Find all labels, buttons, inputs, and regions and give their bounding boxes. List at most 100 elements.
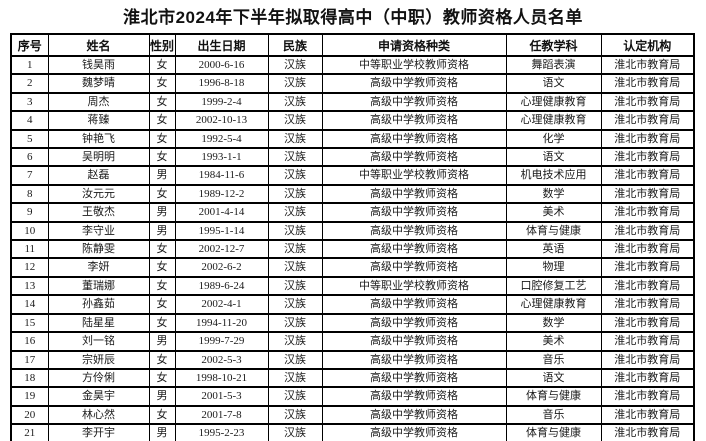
table-row: 11 陈静雯女 2002-12-7 汉族 高级中学教师资格 英语 淮北市教育局 <box>10 239 695 260</box>
table-cell: 女 <box>148 294 176 315</box>
column-header: 出生日期 <box>174 33 269 57</box>
table-cell: 女 <box>148 349 176 370</box>
table-row: 20 林心然女 2001-7-8 汉族 高级中学教师资格 音乐 淮北市教育局 <box>10 404 695 426</box>
table-cell: 男 <box>148 220 176 242</box>
table-cell: 1999-7-29 <box>174 331 269 352</box>
table-row: 12 李妍女 2002-6-2 汉族 高级中学教师资格 物理 淮北市教育局 <box>10 257 695 278</box>
table-cell: 中等职业学校教师资格 <box>321 165 507 186</box>
table-cell: 汉族 <box>267 386 323 407</box>
page-title: 淮北市2024年下半年拟取得高中（中职）教师资格人员名单 <box>123 8 583 27</box>
table-cell: 女 <box>148 73 176 94</box>
table-cell: 淮北市教育局 <box>600 404 695 426</box>
table-cell: 李守业 <box>47 220 150 242</box>
table-cell: 男 <box>148 386 176 407</box>
table-cell: 宗妍辰 <box>47 349 150 370</box>
table-cell: 高级中学教师资格 <box>321 183 507 205</box>
table-row: 13 董瑞娜女 1989-6-24 汉族 中等职业学校教师资格 口腔修复工艺 淮北市教育局 <box>10 275 695 297</box>
table-cell: 汉族 <box>267 73 323 94</box>
table-cell: 汉族 <box>267 183 323 205</box>
table-cell: 2002-12-7 <box>174 239 269 260</box>
table-cell: 心理健康教育 <box>505 91 602 113</box>
table-cell: 语文 <box>505 147 602 168</box>
table-cell: 1992-5-4 <box>174 128 269 150</box>
table-cell: 体育与健康 <box>505 423 602 441</box>
table-row: 17 宗妍辰女 2002-5-3 汉族 高级中学教师资格 音乐 淮北市教育局 <box>10 349 695 370</box>
table-cell: 蒋臻 <box>47 110 150 131</box>
table-row: 1 钱昊雨女 2000-6-16 汉族 中等职业学校教师资格 舞蹈表演 淮北市教育局 <box>10 54 695 76</box>
table-cell: 4 <box>10 110 49 131</box>
table-cell: 汉族 <box>267 275 323 297</box>
table-cell: 2001-4-14 <box>174 202 269 223</box>
column-header: 性别 <box>148 33 176 57</box>
table-cell: 高级中学教师资格 <box>321 349 507 370</box>
table-cell: 1984-11-6 <box>174 165 269 186</box>
table-cell: 7 <box>10 165 49 186</box>
table-cell: 2000-6-16 <box>174 54 269 76</box>
table-cell: 汉族 <box>267 349 323 370</box>
table-row: 18 方伶俐女 1998-10-21 汉族 高级中学教师资格 语文 淮北市教育局 <box>10 367 695 389</box>
table-cell: 淮北市教育局 <box>600 110 695 131</box>
table-cell: 淮北市教育局 <box>600 73 695 94</box>
table-cell: 汉族 <box>267 331 323 352</box>
table-cell: 心理健康教育 <box>505 294 602 315</box>
table-cell: 淮北市教育局 <box>600 331 695 352</box>
table-cell: 董瑞娜 <box>47 275 150 297</box>
table-cell: 方伶俐 <box>47 367 150 389</box>
table-cell: 汉族 <box>267 423 323 441</box>
table-cell: 女 <box>148 275 176 297</box>
table-header-row: 序号 姓名 性别 出生日期 民族 申请资格种类 任教学科 认定机构 <box>10 33 695 57</box>
table-cell: 化学 <box>505 128 602 150</box>
table-cell: 数学 <box>505 183 602 205</box>
table-row: 3 周杰女 1999-2-4 汉族 高级中学教师资格 心理健康教育 淮北市教育局 <box>10 91 695 113</box>
table-cell: 高级中学教师资格 <box>321 367 507 389</box>
table-cell: 女 <box>148 239 176 260</box>
table-cell: 11 <box>10 239 49 260</box>
table-cell: 汉族 <box>267 239 323 260</box>
table-row: 6 吴明明女 1993-1-1 汉族 高级中学教师资格 语文 淮北市教育局 <box>10 147 695 168</box>
table-cell: 女 <box>148 128 176 150</box>
table-cell: 8 <box>10 183 49 205</box>
table-cell: 1999-2-4 <box>174 91 269 113</box>
table-cell: 2 <box>10 73 49 94</box>
table-cell: 英语 <box>505 239 602 260</box>
table-row: 10 李守业男 1995-1-14 汉族 高级中学教师资格 体育与健康 淮北市教育局 <box>10 220 695 242</box>
table-cell: 淮北市教育局 <box>600 257 695 278</box>
teacher-qualification-table: 序号 姓名 性别 出生日期 民族 申请资格种类 任教学科 认定机构 1 钱昊雨女 2000-6-1… <box>10 33 695 441</box>
table-cell: 女 <box>148 183 176 205</box>
table-cell: 魏梦晴 <box>47 73 150 94</box>
table-cell: 淮北市教育局 <box>600 202 695 223</box>
table-row: 16 刘一铭男 1999-7-29 汉族 高级中学教师资格 美术 淮北市教育局 <box>10 331 695 352</box>
table-cell: 中等职业学校教师资格 <box>321 54 507 76</box>
table-cell: 男 <box>148 331 176 352</box>
table-cell: 李开宇 <box>47 423 150 441</box>
table-cell: 女 <box>148 312 176 334</box>
table-cell: 语文 <box>505 367 602 389</box>
table-cell: 语文 <box>505 73 602 94</box>
table-cell: 高级中学教师资格 <box>321 128 507 150</box>
table-cell: 14 <box>10 294 49 315</box>
table-cell: 1989-12-2 <box>174 183 269 205</box>
table-row: 15 陆星星女 1994-11-20 汉族 高级中学教师资格 数学 淮北市教育局 <box>10 312 695 334</box>
table-cell: 汉族 <box>267 110 323 131</box>
table-cell: 1 <box>10 54 49 76</box>
column-header: 认定机构 <box>600 33 695 57</box>
table-cell: 1998-10-21 <box>174 367 269 389</box>
table-cell: 19 <box>10 386 49 407</box>
table-cell: 5 <box>10 128 49 150</box>
table-cell: 9 <box>10 202 49 223</box>
table-cell: 高级中学教师资格 <box>321 110 507 131</box>
table-cell: 汉族 <box>267 294 323 315</box>
table-cell: 音乐 <box>505 349 602 370</box>
table-cell: 1995-2-23 <box>174 423 269 441</box>
table-cell: 淮北市教育局 <box>600 275 695 297</box>
table-cell: 汉族 <box>267 312 323 334</box>
table-cell: 淮北市教育局 <box>600 294 695 315</box>
table-cell: 汉族 <box>267 165 323 186</box>
table-cell: 汉族 <box>267 257 323 278</box>
table-cell: 淮北市教育局 <box>600 128 695 150</box>
table-cell: 女 <box>148 404 176 426</box>
table-cell: 机电技术应用 <box>505 165 602 186</box>
table-cell: 21 <box>10 423 49 441</box>
table-row: 9 王敬杰男 2001-4-14 汉族 高级中学教师资格 美术 淮北市教育局 <box>10 202 695 223</box>
table-row: 21 李开宇男 1995-2-23 汉族 高级中学教师资格 体育与健康 淮北市教育局 <box>10 423 695 441</box>
